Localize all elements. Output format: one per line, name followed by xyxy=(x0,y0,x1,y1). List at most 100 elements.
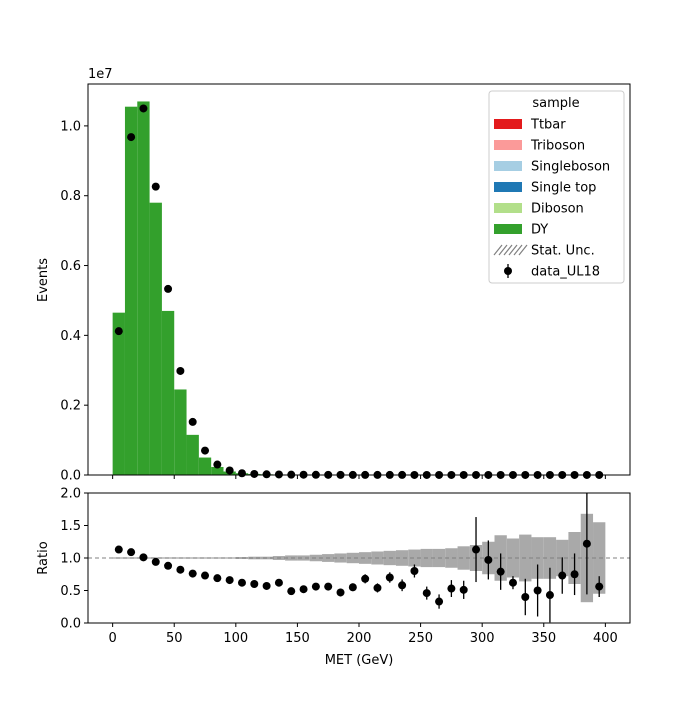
legend-swatch xyxy=(494,182,522,192)
data-point xyxy=(238,469,246,477)
x-tick-label: 200 xyxy=(347,631,372,646)
ratio-point xyxy=(152,558,160,566)
dy-bar xyxy=(150,203,162,475)
x-tick-label: 0 xyxy=(108,631,116,646)
y-tick-label: 0.8 xyxy=(60,189,81,204)
legend-label: Diboson xyxy=(531,202,584,217)
data-point xyxy=(139,104,147,112)
ratio-point xyxy=(275,579,283,587)
ratio-point xyxy=(558,572,566,580)
ratio-point xyxy=(213,574,221,582)
legend-swatch xyxy=(494,140,522,150)
ratio-point xyxy=(312,583,320,591)
ratio-point xyxy=(497,568,505,576)
y-tick-label: 0.0 xyxy=(60,617,81,632)
ratio-point xyxy=(127,548,135,556)
ratio-point xyxy=(164,562,172,570)
y-tick-label: 0.4 xyxy=(60,329,81,344)
ratio-point xyxy=(571,570,579,578)
legend-swatch xyxy=(494,224,522,234)
ratio-point xyxy=(373,584,381,592)
ratio-point xyxy=(176,566,184,574)
legend-label: Triboson xyxy=(530,139,585,154)
ratio-point xyxy=(115,546,123,554)
legend-swatch xyxy=(494,203,522,213)
x-tick-label: 300 xyxy=(470,631,495,646)
x-tick-label: 350 xyxy=(531,631,556,646)
data-point xyxy=(189,418,197,426)
ratio-point xyxy=(263,582,271,590)
dy-bar xyxy=(137,101,149,475)
legend-label: Singleboson xyxy=(531,160,610,175)
ratio-point xyxy=(595,583,603,591)
data-point xyxy=(127,133,135,141)
y-tick-label: 0.5 xyxy=(60,584,81,599)
ratio-point xyxy=(287,587,295,595)
legend-label: Ttbar xyxy=(530,118,566,133)
ratio-point xyxy=(226,576,234,584)
data-point xyxy=(250,470,258,478)
data-point xyxy=(115,327,123,335)
y-tick-label: 0.6 xyxy=(60,259,81,274)
y-tick-label: 1.5 xyxy=(60,519,81,534)
data-point xyxy=(152,183,160,191)
data-point xyxy=(201,447,209,455)
ratio-point xyxy=(423,589,431,597)
dy-bar xyxy=(125,107,137,475)
legend-swatch xyxy=(494,119,522,129)
y-tick-label: 0.2 xyxy=(60,399,81,414)
ratio-point xyxy=(447,585,455,593)
ratio-point xyxy=(201,572,209,580)
legend-swatch xyxy=(494,161,522,171)
ratio-point xyxy=(349,583,357,591)
legend-label: DY xyxy=(531,223,548,238)
ratio-point xyxy=(337,588,345,596)
ratio-point xyxy=(484,556,492,564)
ratio-point xyxy=(139,553,147,561)
y-tick-label: 1.0 xyxy=(60,119,81,134)
legend-label: Stat. Unc. xyxy=(531,244,595,259)
ratio-point xyxy=(324,583,332,591)
y-tick-label: 2.0 xyxy=(60,487,81,502)
data-point xyxy=(176,367,184,375)
x-tick-label: 250 xyxy=(408,631,433,646)
y-tick-label: 1.0 xyxy=(60,552,81,567)
x-tick-label: 50 xyxy=(166,631,183,646)
main-y-offset-text: 1e7 xyxy=(88,67,113,82)
data-point xyxy=(263,470,271,478)
data-point xyxy=(164,285,172,293)
dy-bar xyxy=(199,458,211,475)
ratio-point xyxy=(509,579,517,587)
x-tick-label: 100 xyxy=(223,631,248,646)
ratio-point xyxy=(361,575,369,583)
data-point xyxy=(275,470,283,478)
ratio-point xyxy=(189,570,197,578)
ratio-point xyxy=(435,598,443,606)
legend: sample Ttbar Triboson Singleboson Single to… xyxy=(489,91,624,283)
data-point xyxy=(213,461,221,469)
ratio-point xyxy=(521,593,529,601)
main-y-axis-title: Events xyxy=(36,258,51,302)
legend-label: data_UL18 xyxy=(531,265,600,280)
dy-bar xyxy=(187,435,199,475)
dy-bar xyxy=(113,313,125,475)
ratio-y-axis-title: Ratio xyxy=(36,541,51,574)
dy-bar xyxy=(174,389,186,475)
legend-marker xyxy=(504,267,512,275)
ratio-point xyxy=(300,585,308,593)
ratio-point xyxy=(472,546,480,554)
dy-bar xyxy=(162,311,174,475)
ratio-point xyxy=(386,574,394,582)
ratio-point xyxy=(534,587,542,595)
ratio-point xyxy=(250,580,258,588)
x-axis-title: MET (GeV) xyxy=(325,653,394,668)
x-tick-label: 150 xyxy=(285,631,310,646)
legend-label: Single top xyxy=(531,181,596,196)
legend-title: sample xyxy=(532,96,579,111)
ratio-point xyxy=(238,579,246,587)
x-tick-label: 400 xyxy=(593,631,618,646)
ratio-point xyxy=(546,591,554,599)
data-point xyxy=(226,466,234,474)
ratio-point xyxy=(398,581,406,589)
